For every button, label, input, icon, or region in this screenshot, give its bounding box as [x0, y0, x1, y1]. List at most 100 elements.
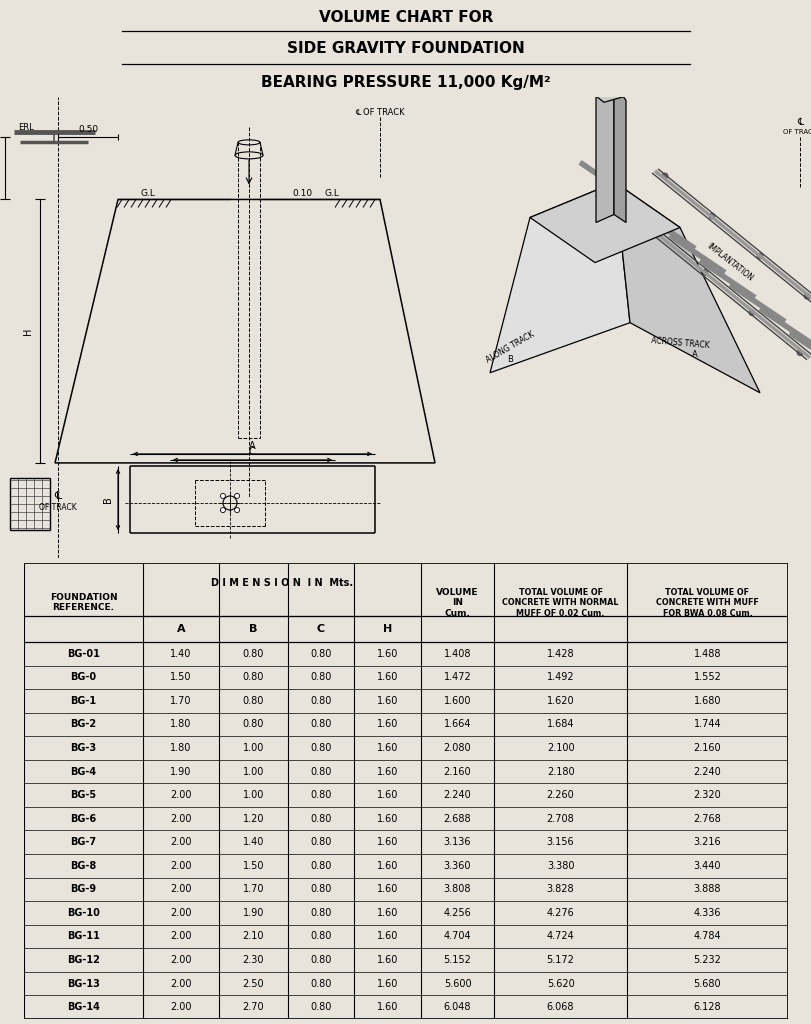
Text: 3.156: 3.156 [546, 838, 573, 847]
Text: 0.80: 0.80 [310, 838, 331, 847]
Text: 3.888: 3.888 [693, 885, 720, 894]
Text: 0.80: 0.80 [310, 720, 331, 729]
Circle shape [220, 494, 225, 499]
Text: 1.600: 1.600 [444, 696, 470, 706]
Text: A: A [176, 624, 185, 634]
Polygon shape [613, 84, 625, 222]
Text: BG-10: BG-10 [67, 908, 100, 918]
Text: 3.808: 3.808 [444, 885, 470, 894]
Text: 0.80: 0.80 [310, 767, 331, 776]
Text: C: C [248, 446, 255, 457]
Text: BG-01: BG-01 [67, 649, 100, 658]
Text: 1.60: 1.60 [376, 932, 398, 941]
Text: 2.30: 2.30 [242, 955, 264, 965]
Text: 0.80: 0.80 [310, 885, 331, 894]
Text: 1.60: 1.60 [376, 885, 398, 894]
Text: 1.00: 1.00 [242, 791, 264, 800]
Text: VOLUME CHART FOR: VOLUME CHART FOR [319, 10, 492, 25]
Text: 1.80: 1.80 [170, 743, 191, 753]
Text: 6.128: 6.128 [693, 1002, 720, 1012]
Text: 2.160: 2.160 [693, 743, 720, 753]
Text: G.L: G.L [140, 189, 155, 198]
Text: 0.80: 0.80 [310, 861, 331, 870]
Text: 2.00: 2.00 [169, 885, 191, 894]
Text: 2.00: 2.00 [169, 908, 191, 918]
Text: 2.320: 2.320 [693, 791, 720, 800]
Text: 0.80: 0.80 [310, 649, 331, 658]
Text: 1.664: 1.664 [444, 720, 470, 729]
Text: 4.724: 4.724 [546, 932, 573, 941]
Text: BG-14: BG-14 [67, 1002, 100, 1012]
Text: 1.60: 1.60 [376, 767, 398, 776]
Text: 0.80: 0.80 [310, 791, 331, 800]
Text: 4.276: 4.276 [546, 908, 573, 918]
Text: 4.704: 4.704 [443, 932, 470, 941]
Text: B: B [506, 355, 513, 365]
Circle shape [661, 173, 667, 179]
Text: SIDE GRAVITY FOUNDATION: SIDE GRAVITY FOUNDATION [287, 41, 524, 56]
Text: 0.80: 0.80 [310, 979, 331, 988]
Text: VOLUME
IN
Cum.: VOLUME IN Cum. [436, 588, 478, 617]
Polygon shape [530, 182, 679, 262]
Text: 2.00: 2.00 [169, 838, 191, 847]
Text: 3.828: 3.828 [546, 885, 573, 894]
Text: 3.380: 3.380 [546, 861, 573, 870]
Text: 1.552: 1.552 [693, 673, 720, 682]
Text: 3.136: 3.136 [444, 838, 470, 847]
Text: ACROSS TRACK: ACROSS TRACK [650, 336, 709, 350]
Text: 1.40: 1.40 [170, 649, 191, 658]
Text: 2.240: 2.240 [693, 767, 720, 776]
Text: 1.60: 1.60 [376, 838, 398, 847]
Text: 2.00: 2.00 [169, 791, 191, 800]
Text: 3.440: 3.440 [693, 861, 720, 870]
Text: 2.080: 2.080 [443, 743, 470, 753]
Text: 2.180: 2.180 [546, 767, 573, 776]
Text: 1.40: 1.40 [242, 838, 264, 847]
Text: 0.80: 0.80 [310, 1002, 331, 1012]
Text: 2.100: 2.100 [546, 743, 573, 753]
Text: 5.172: 5.172 [546, 955, 574, 965]
Text: 1.20: 1.20 [242, 814, 264, 823]
Text: 1.60: 1.60 [376, 979, 398, 988]
Text: IMPLANTATION: IMPLANTATION [704, 242, 754, 284]
Polygon shape [590, 76, 631, 94]
Text: 1.60: 1.60 [376, 696, 398, 706]
Text: ERL: ERL [18, 123, 34, 132]
Text: 1.60: 1.60 [376, 720, 398, 729]
Text: TOTAL VOLUME OF
CONCRETE WITH MUFF
FOR BWA 0.08 Cum.: TOTAL VOLUME OF CONCRETE WITH MUFF FOR B… [655, 588, 758, 617]
Circle shape [607, 189, 612, 196]
Text: BG-12: BG-12 [67, 955, 100, 965]
Text: 5.152: 5.152 [443, 955, 471, 965]
Text: BG-9: BG-9 [71, 885, 97, 894]
Text: 3.360: 3.360 [444, 861, 470, 870]
Text: 6.048: 6.048 [444, 1002, 470, 1012]
Text: 2.260: 2.260 [546, 791, 573, 800]
Text: 2.50: 2.50 [242, 979, 264, 988]
Text: H: H [383, 624, 392, 634]
Text: D I M E N S I O N  I N  Mts.: D I M E N S I O N I N Mts. [211, 579, 353, 588]
Text: 1.90: 1.90 [170, 767, 191, 776]
Text: 1.70: 1.70 [169, 696, 191, 706]
Text: 1.80: 1.80 [170, 720, 191, 729]
Circle shape [803, 293, 809, 299]
Text: 1.90: 1.90 [242, 908, 264, 918]
Text: 1.488: 1.488 [693, 649, 720, 658]
Text: 2.00: 2.00 [169, 861, 191, 870]
Circle shape [234, 508, 239, 513]
Text: 0.80: 0.80 [310, 932, 331, 941]
Circle shape [653, 229, 659, 236]
Text: BG-11: BG-11 [67, 932, 100, 941]
Text: 0.80: 0.80 [242, 673, 264, 682]
Text: 1.744: 1.744 [693, 720, 720, 729]
Text: 4.784: 4.784 [693, 932, 720, 941]
Circle shape [708, 213, 714, 219]
Text: 1.472: 1.472 [443, 673, 471, 682]
Text: BG-2: BG-2 [71, 720, 97, 729]
Text: 1.50: 1.50 [242, 861, 264, 870]
Text: BG-0: BG-0 [71, 673, 97, 682]
Text: 1.60: 1.60 [376, 1002, 398, 1012]
Text: 5.620: 5.620 [546, 979, 573, 988]
Text: 1.60: 1.60 [376, 649, 398, 658]
Text: ℄: ℄ [54, 490, 62, 501]
Polygon shape [590, 84, 631, 102]
